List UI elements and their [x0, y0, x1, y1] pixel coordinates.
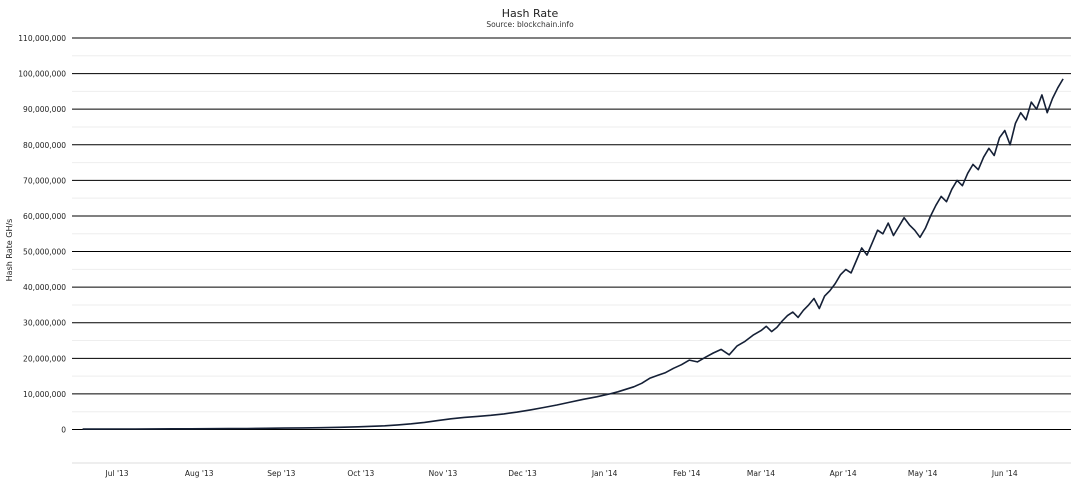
- x-tick-label: Jan '14: [591, 469, 618, 478]
- x-tick-label: Nov '13: [429, 469, 458, 478]
- x-tick-label: Oct '13: [347, 469, 374, 478]
- x-tick-label: Apr '14: [830, 469, 857, 478]
- x-tick-label: Dec '13: [508, 469, 537, 478]
- chart-subtitle: Source: blockchain.info: [486, 20, 574, 29]
- y-tick-label: 90,000,000: [23, 105, 66, 114]
- y-tick-label: 60,000,000: [23, 212, 66, 221]
- y-tick-label: 80,000,000: [23, 141, 66, 150]
- x-tick-label: Aug '13: [185, 469, 214, 478]
- series-layer: [82, 78, 1064, 430]
- x-tick-label: Mar '14: [747, 469, 775, 478]
- hash-rate-series-line: [82, 78, 1064, 430]
- y-tick-label: 50,000,000: [23, 248, 66, 257]
- y-tick-label: 30,000,000: [23, 319, 66, 328]
- y-tick-label: 0: [61, 426, 66, 435]
- x-tick-label: Jun '14: [991, 469, 1018, 478]
- x-tick-label: Feb '14: [673, 469, 700, 478]
- x-axis-ticks: Jul '13 Aug '13 Sep '13 Oct '13 Nov '13 Dec '…: [105, 469, 1018, 478]
- y-tick-label: 110,000,000: [18, 34, 66, 43]
- y-tick-label: 70,000,000: [23, 176, 66, 185]
- x-tick-label: Jul '13: [105, 469, 129, 478]
- x-tick-label: Sep '13: [267, 469, 295, 478]
- chart-title: Hash Rate: [502, 7, 559, 20]
- grid-layer: [72, 37, 1071, 464]
- y-tick-label: 20,000,000: [23, 354, 66, 363]
- y-tick-label: 100,000,000: [18, 70, 66, 79]
- y-axis-label: Hash Rate GH/s: [5, 219, 14, 282]
- y-tick-label: 40,000,000: [23, 283, 66, 292]
- y-axis-ticks: 0 10,000,000 20,000,000 30,000,000 40,000,00…: [18, 34, 66, 435]
- x-tick-label: May '14: [908, 469, 938, 478]
- y-tick-label: 10,000,000: [23, 390, 66, 399]
